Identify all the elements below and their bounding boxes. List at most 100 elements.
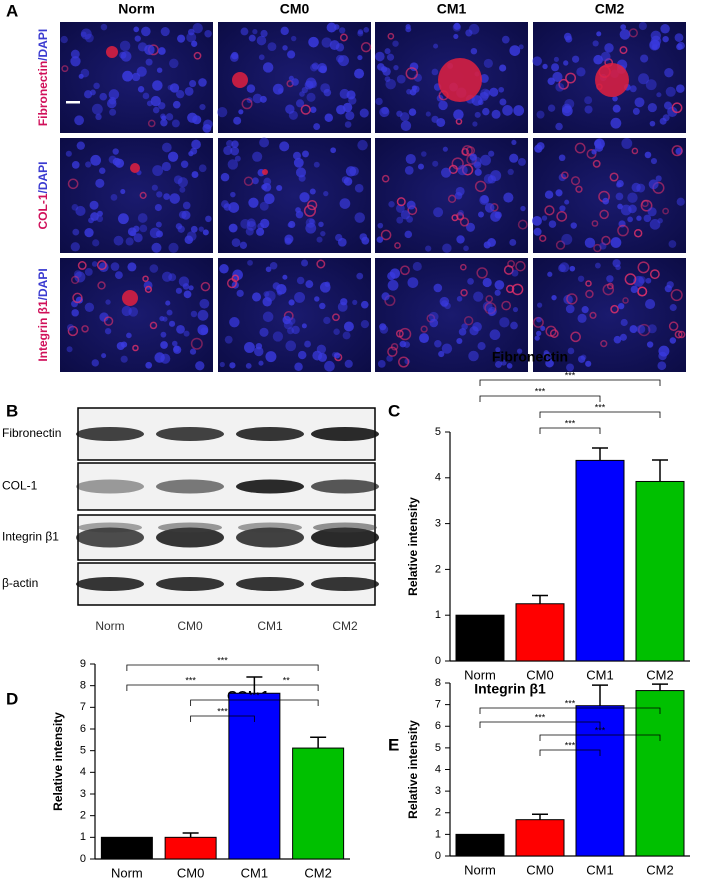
cell bbox=[584, 237, 596, 249]
y-tick-label: 3 bbox=[80, 788, 86, 800]
cell bbox=[309, 188, 316, 195]
micrograph bbox=[375, 138, 528, 253]
cell bbox=[288, 75, 294, 81]
cell bbox=[70, 56, 81, 67]
cell bbox=[90, 154, 102, 166]
cell bbox=[248, 34, 256, 42]
cell bbox=[338, 55, 349, 67]
cell bbox=[547, 271, 553, 277]
cell bbox=[606, 282, 614, 290]
cell bbox=[536, 110, 545, 119]
cell bbox=[604, 43, 614, 53]
cell bbox=[645, 277, 652, 284]
cell bbox=[220, 172, 230, 182]
cell bbox=[345, 111, 355, 121]
y-tick-label: 0 bbox=[80, 853, 86, 865]
row-marker: Fibronectin bbox=[36, 61, 50, 126]
cell bbox=[308, 36, 319, 48]
cell bbox=[384, 48, 391, 55]
cell bbox=[381, 106, 389, 115]
cell bbox=[387, 271, 396, 281]
cell bbox=[223, 145, 233, 156]
blot-band bbox=[236, 479, 304, 494]
error-bar bbox=[532, 813, 548, 820]
cell bbox=[577, 275, 585, 282]
stain-blob bbox=[595, 63, 629, 97]
cell bbox=[167, 151, 179, 162]
cell bbox=[477, 342, 486, 351]
cell bbox=[650, 30, 661, 41]
cell bbox=[100, 23, 108, 31]
cell bbox=[596, 31, 602, 37]
cell bbox=[139, 191, 147, 199]
cell bbox=[333, 352, 341, 359]
cell bbox=[175, 89, 185, 99]
cell bbox=[330, 147, 337, 154]
panel-label: E bbox=[388, 735, 399, 754]
cell bbox=[230, 191, 236, 198]
cell bbox=[494, 280, 505, 290]
cell bbox=[610, 237, 622, 248]
cell bbox=[398, 327, 412, 341]
cell bbox=[95, 113, 102, 121]
cell bbox=[149, 264, 159, 273]
cell bbox=[160, 341, 168, 349]
micrograph bbox=[532, 138, 686, 253]
cell bbox=[99, 92, 108, 101]
cell bbox=[649, 39, 660, 51]
cell bbox=[451, 214, 459, 222]
chart-title: Integrin β1 bbox=[474, 681, 546, 697]
cell bbox=[536, 142, 545, 151]
cell bbox=[137, 213, 148, 223]
cell bbox=[645, 299, 656, 310]
cell bbox=[343, 321, 354, 332]
cell bbox=[548, 220, 557, 228]
cell bbox=[306, 92, 316, 102]
cell bbox=[647, 207, 657, 217]
significance-label: *** bbox=[565, 370, 576, 380]
cell bbox=[241, 98, 253, 110]
cell bbox=[470, 47, 478, 55]
x-tick-label: Norm bbox=[111, 865, 143, 878]
lane-label: Norm bbox=[95, 619, 124, 633]
micrograph bbox=[375, 22, 528, 133]
cell bbox=[539, 234, 547, 242]
cell bbox=[499, 64, 507, 72]
blot-band bbox=[156, 427, 224, 441]
cell bbox=[669, 304, 677, 312]
error-bar bbox=[592, 684, 608, 706]
cell bbox=[407, 277, 419, 288]
cell bbox=[357, 30, 364, 37]
cell bbox=[134, 35, 141, 42]
cell bbox=[489, 87, 499, 97]
cell bbox=[188, 285, 194, 291]
cell bbox=[280, 26, 289, 36]
cell bbox=[421, 151, 427, 157]
micrograph-bg bbox=[375, 258, 528, 372]
cell bbox=[165, 300, 171, 306]
cell bbox=[175, 223, 183, 230]
cell bbox=[585, 360, 592, 367]
lane-label: CM2 bbox=[332, 619, 358, 633]
cell bbox=[316, 236, 323, 243]
cell bbox=[375, 97, 383, 106]
cell bbox=[466, 222, 476, 232]
cell bbox=[190, 225, 198, 233]
row-label: Integrin β1/DAPI bbox=[36, 268, 50, 361]
cell bbox=[507, 168, 514, 176]
cell bbox=[641, 199, 649, 208]
error-bar bbox=[592, 447, 608, 461]
cell bbox=[157, 47, 166, 55]
cell bbox=[160, 119, 168, 127]
y-axis-label: Relative intensity bbox=[406, 720, 420, 819]
cell bbox=[637, 261, 650, 274]
cell bbox=[660, 24, 670, 34]
cell bbox=[175, 287, 183, 294]
cell bbox=[295, 210, 304, 219]
cell bbox=[612, 95, 618, 102]
cell bbox=[337, 237, 347, 247]
cell bbox=[109, 108, 117, 116]
cell bbox=[465, 29, 473, 37]
cell bbox=[127, 227, 137, 237]
significance-bracket bbox=[253, 684, 319, 691]
